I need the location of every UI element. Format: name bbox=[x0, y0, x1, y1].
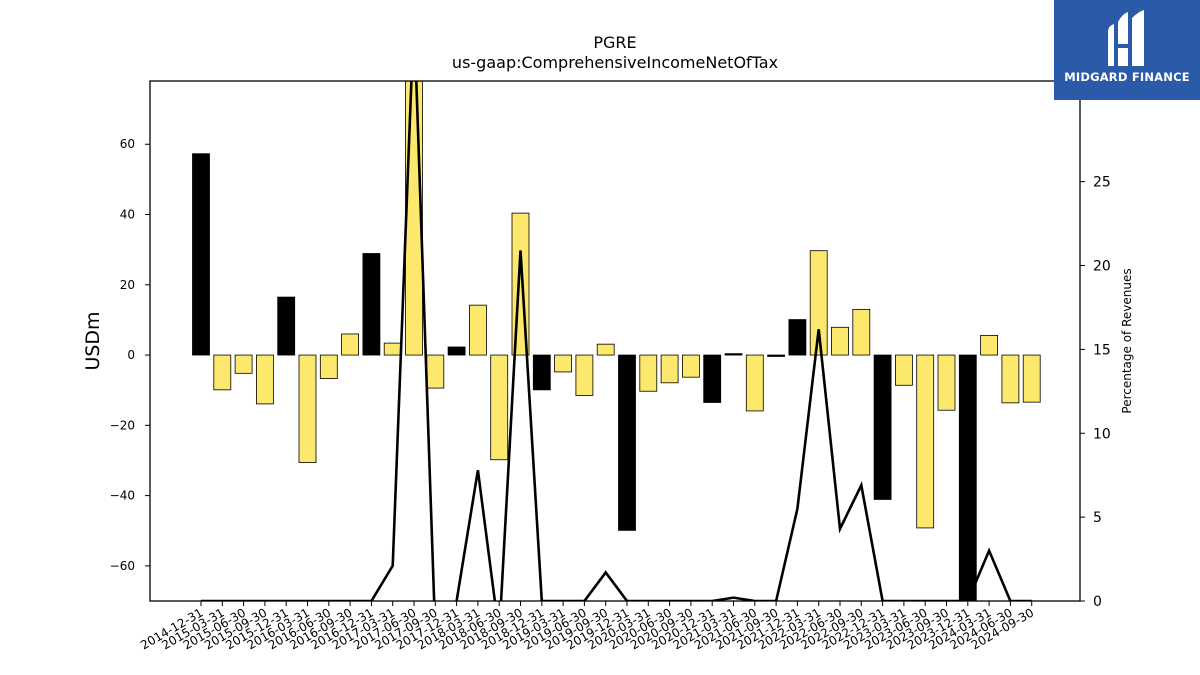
bar-2022-09-30 bbox=[852, 308, 871, 356]
bar-2023-06-30 bbox=[916, 354, 935, 529]
y-axis-title: USDm bbox=[82, 311, 104, 370]
y2-tick-label: 15 bbox=[1093, 342, 1111, 358]
y2-tick-label: 10 bbox=[1093, 426, 1111, 442]
bar-2018-03-31 bbox=[468, 304, 487, 356]
line-group bbox=[201, 81, 1032, 601]
bar-2017-03-31 bbox=[383, 342, 402, 356]
bar-2022-06-30 bbox=[831, 326, 849, 356]
bar-2015-12-31 bbox=[277, 296, 296, 356]
bar-2019-09-30 bbox=[596, 343, 615, 356]
y-tick-label: 60 bbox=[120, 137, 135, 151]
bar-2019-12-31 bbox=[618, 354, 636, 531]
bar-2017-12-31 bbox=[447, 346, 466, 356]
y2-tick-label: 20 bbox=[1093, 259, 1111, 275]
bar-2015-06-30 bbox=[234, 354, 253, 374]
bar-2022-03-31 bbox=[809, 250, 828, 356]
bar-2015-03-31 bbox=[213, 354, 232, 391]
chart-title: PGRE bbox=[593, 33, 636, 52]
chart-subtitle: us-gaap:ComprehensiveIncomeNetOfTax bbox=[452, 53, 778, 72]
y-tick-label: 0 bbox=[127, 348, 135, 362]
y-tick-label: −20 bbox=[110, 418, 135, 432]
y2-tick-label: 5 bbox=[1093, 510, 1102, 526]
bar-2020-03-31 bbox=[639, 354, 658, 392]
bar-2021-09-30 bbox=[767, 354, 785, 357]
bar-2021-06-30 bbox=[745, 354, 764, 412]
y2-axis: 0 5 10 15 20 25 bbox=[1080, 175, 1111, 610]
bar-2016-09-30 bbox=[341, 333, 360, 356]
x-axis: 2014-12-312015-03-312015-06-302015-09-30… bbox=[138, 601, 1036, 652]
bar-2022-12-31 bbox=[873, 354, 892, 500]
bars-group bbox=[192, 81, 1041, 601]
bar-2023-12-31 bbox=[958, 354, 977, 601]
bar-2024-03-31 bbox=[980, 334, 998, 356]
bar-2015-09-30 bbox=[255, 354, 274, 405]
y2-tick-label: 0 bbox=[1093, 594, 1102, 610]
bar-2020-12-31 bbox=[703, 354, 722, 403]
bar-2019-06-30 bbox=[575, 354, 594, 396]
bar-2021-03-31 bbox=[724, 353, 743, 356]
bar-2024-09-30 bbox=[1022, 354, 1041, 403]
bar-2018-12-31 bbox=[532, 354, 551, 391]
y-tick-label: 20 bbox=[120, 278, 135, 292]
y2-axis-title: Percentage of Revenues bbox=[1120, 268, 1134, 413]
y-tick-label: −40 bbox=[110, 489, 135, 503]
bar-2020-06-30 bbox=[660, 354, 679, 384]
logo-text: MIDGARD FINANCE bbox=[1064, 70, 1190, 84]
bar-2019-03-31 bbox=[554, 354, 572, 373]
bar-2018-06-30 bbox=[490, 354, 509, 461]
bar-2024-06-30 bbox=[1001, 354, 1020, 404]
midgard-logo-icon bbox=[1108, 10, 1144, 66]
bar-2023-03-31 bbox=[895, 354, 913, 386]
bar-2016-12-31 bbox=[362, 253, 381, 356]
bar-2023-09-30 bbox=[937, 354, 956, 411]
bar-2016-06-30 bbox=[319, 354, 338, 379]
y-tick-label: 40 bbox=[120, 208, 135, 222]
y-tick-label: −60 bbox=[110, 559, 135, 573]
plot-frame bbox=[149, 80, 1081, 602]
logo: MIDGARD FINANCE bbox=[1054, 0, 1200, 100]
y-axis: −60 −40 −20 0 20 40 60 bbox=[110, 137, 150, 573]
bar-2014-12-31 bbox=[192, 153, 210, 356]
bar-2017-09-30 bbox=[426, 354, 445, 389]
percentage-line bbox=[201, 81, 1032, 601]
y2-tick-label: 25 bbox=[1093, 175, 1111, 191]
bar-2020-09-30 bbox=[682, 354, 700, 378]
bar-2016-03-31 bbox=[298, 354, 317, 463]
bar-2021-12-31 bbox=[788, 319, 807, 356]
